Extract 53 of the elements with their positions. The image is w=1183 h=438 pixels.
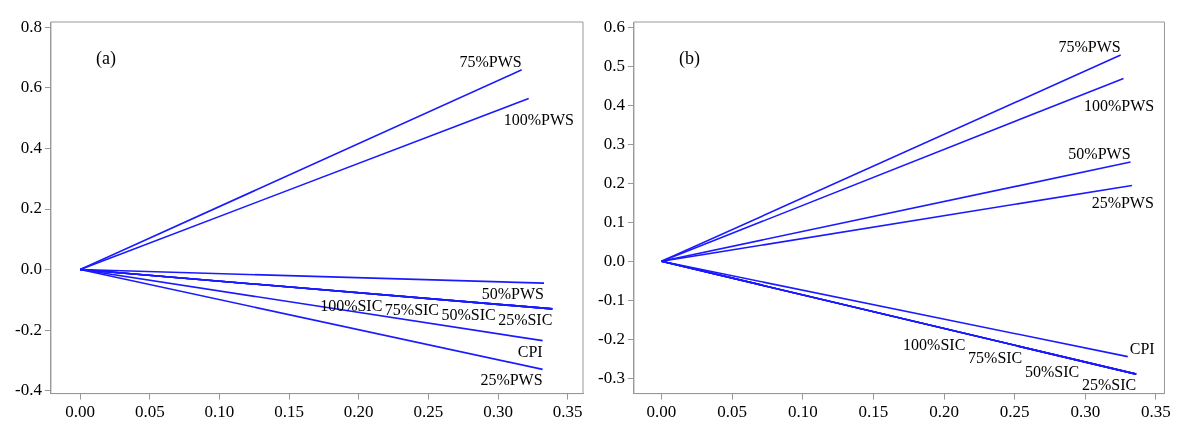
x-tick-label: 0.15 (858, 402, 889, 422)
y-tick-label: 0.2 (603, 172, 625, 192)
x-tick-label: 0.30 (483, 402, 513, 422)
series-label: CPI (1129, 339, 1155, 357)
series-label: 50%PWS (1068, 145, 1131, 163)
x-tick-label: 0.10 (204, 402, 235, 422)
series-label: 50%PWS (481, 285, 545, 303)
y-tick-label: 0.6 (20, 77, 42, 97)
x-tick-label: 0.05 (134, 402, 165, 422)
series-label: 100%SIC (903, 335, 966, 353)
series-label: 25%PWS (480, 371, 543, 389)
y-tick-label: 0.4 (20, 137, 43, 157)
x-tick-label: 0.15 (274, 402, 304, 422)
series-label: 50%SIC (441, 306, 496, 324)
x-tick-label: 0.20 (343, 402, 374, 422)
series-label: 100%PWS (1083, 96, 1155, 114)
x-tick-label: 0.35 (1141, 402, 1171, 422)
annotation: (b) (678, 48, 700, 69)
y-tick-label: 0.1 (603, 211, 625, 231)
y-tick-label: -0.4 (14, 380, 43, 400)
series-label: 75%PWS (459, 52, 522, 70)
series-label: 75%PWS (1058, 38, 1121, 56)
x-tick-label: 0.25 (413, 402, 444, 422)
series-label: 75%SIC (384, 301, 440, 319)
series-label: 25%PWS (1091, 194, 1154, 212)
x-tick-label: 0.00 (65, 402, 96, 422)
x-tick-label: 0.25 (999, 402, 1030, 422)
x-tick-label: 0.20 (929, 402, 959, 422)
x-tick-label: 0.35 (552, 402, 583, 422)
x-tick-label: 0.00 (646, 402, 677, 422)
y-tick-label: 0.5 (603, 56, 625, 76)
x-tick-label: 0.30 (1070, 402, 1101, 422)
y-tick-label: -0.2 (14, 319, 42, 339)
series-label: 50%SIC (1025, 362, 1080, 380)
y-tick-label: 0.6 (603, 17, 625, 37)
x-tick-label: 0.05 (717, 402, 747, 422)
y-tick-label: -0.1 (597, 289, 625, 309)
y-tick-label: 0.8 (20, 16, 42, 36)
series-label: 75%SIC (968, 349, 1023, 367)
y-tick-label: -0.3 (597, 367, 625, 387)
x-tick-label: 0.10 (787, 402, 818, 422)
y-tick-label: 0.0 (603, 250, 625, 270)
series-label: CPI (517, 342, 543, 360)
annotation: (a) (95, 48, 116, 69)
y-tick-label: 0.3 (603, 134, 625, 154)
series-label: 25%SIC (1081, 376, 1137, 394)
series-label: 100%PWS (503, 110, 574, 128)
series-label: 25%SIC (498, 310, 553, 328)
y-tick-label: -0.2 (597, 328, 625, 348)
y-tick-label: 0.2 (20, 198, 42, 218)
y-tick-label: 0.0 (20, 259, 42, 278)
y-tick-label: 0.4 (603, 95, 626, 115)
series-label: 100%SIC (320, 296, 383, 314)
